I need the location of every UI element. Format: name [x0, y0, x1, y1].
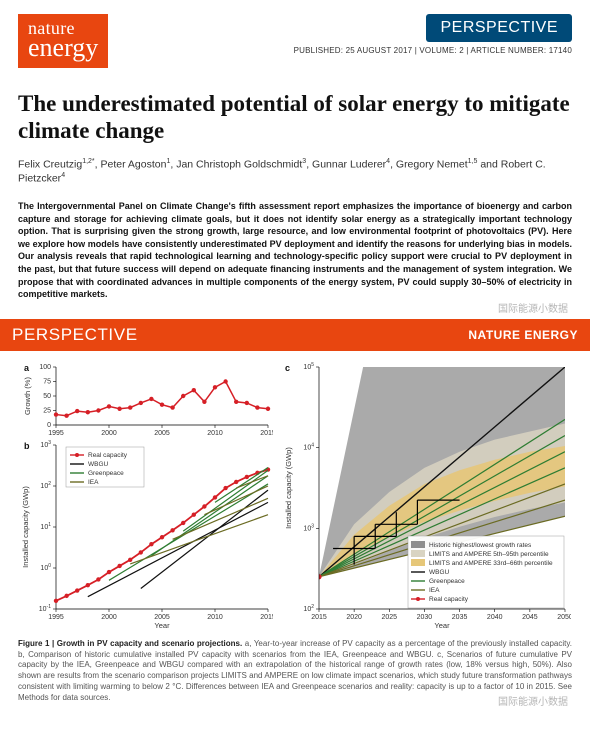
svg-text:2050: 2050 — [557, 614, 571, 621]
svg-text:2015: 2015 — [311, 614, 327, 621]
panel-b-chart: b 10-1 100 101 102 103 1995 2000 2005 2010 2015 Yea… — [18, 437, 273, 629]
svg-text:2015: 2015 — [260, 614, 273, 621]
svg-text:a: a — [24, 363, 30, 373]
svg-text:2015: 2015 — [260, 430, 273, 437]
article-type-badge: PERSPECTIVE — [426, 14, 572, 42]
svg-text:Greenpeace: Greenpeace — [88, 470, 124, 477]
svg-text:75: 75 — [43, 378, 51, 385]
abstract: The Intergovernmental Panel on Climate C… — [18, 200, 572, 301]
svg-text:100: 100 — [39, 364, 51, 371]
band-right: NATURE ENERGY — [468, 328, 578, 342]
svg-text:LIMITS and AMPERE 33rd–66th pe: LIMITS and AMPERE 33rd–66th percentile — [429, 560, 553, 567]
band-left: PERSPECTIVE — [12, 325, 138, 345]
svg-text:104: 104 — [303, 443, 314, 452]
panel-a-chart: a 0 25 50 75 100 1995 2000 2005 2010 2015 Growth (%… — [18, 359, 273, 437]
svg-text:25: 25 — [43, 407, 51, 414]
svg-text:Installed capacity (GWp): Installed capacity (GWp) — [21, 486, 30, 568]
svg-text:2035: 2035 — [452, 614, 468, 621]
author-list: Felix Creutzig1,2*, Peter Agoston1, Jan … — [18, 157, 572, 186]
svg-text:Historic highest/lowest growth: Historic highest/lowest growth rates — [429, 542, 532, 549]
svg-text:2000: 2000 — [101, 614, 117, 621]
svg-text:2005: 2005 — [154, 614, 170, 621]
svg-text:c: c — [285, 363, 290, 373]
svg-text:b: b — [24, 441, 30, 451]
svg-text:2000: 2000 — [101, 430, 117, 437]
svg-text:1995: 1995 — [48, 614, 64, 621]
article-title: The underestimated potential of solar en… — [18, 90, 572, 145]
svg-text:2005: 2005 — [154, 430, 170, 437]
svg-text:Installed capacity (GWp): Installed capacity (GWp) — [284, 447, 293, 529]
section-band: PERSPECTIVE NATURE ENERGY — [0, 319, 590, 351]
svg-text:Real capacity: Real capacity — [429, 596, 469, 603]
figure-caption: Figure 1 | Growth in PV capacity and sce… — [18, 639, 572, 704]
svg-text:WBGU: WBGU — [429, 569, 450, 576]
svg-text:2010: 2010 — [207, 614, 223, 621]
svg-text:10-1: 10-1 — [39, 604, 51, 613]
svg-text:102: 102 — [303, 604, 314, 613]
svg-text:Greenpeace: Greenpeace — [429, 578, 465, 585]
logo-line2: energy — [28, 36, 98, 59]
svg-text:0: 0 — [47, 422, 51, 429]
svg-text:Year: Year — [434, 621, 450, 629]
svg-text:2030: 2030 — [417, 614, 433, 621]
svg-text:IEA: IEA — [429, 587, 440, 594]
figure-1: a 0 25 50 75 100 1995 2000 2005 2010 2015 Growth (%… — [18, 359, 572, 629]
svg-text:100: 100 — [40, 563, 51, 572]
svg-text:WBGU: WBGU — [88, 461, 109, 468]
publication-info: PUBLISHED: 25 AUGUST 2017 | VOLUME: 2 | … — [294, 46, 572, 55]
svg-text:1995: 1995 — [48, 430, 64, 437]
svg-text:2045: 2045 — [522, 614, 538, 621]
svg-text:Growth (%): Growth (%) — [23, 376, 32, 414]
svg-text:2010: 2010 — [207, 430, 223, 437]
svg-text:50: 50 — [43, 393, 51, 400]
journal-logo: nature energy — [18, 14, 108, 68]
svg-text:103: 103 — [40, 440, 51, 449]
svg-text:103: 103 — [303, 523, 314, 532]
svg-text:101: 101 — [40, 522, 51, 531]
svg-text:105: 105 — [303, 362, 314, 371]
svg-text:2025: 2025 — [381, 614, 397, 621]
panel-c-chart: c 102 103 104 105 2015 2020 2025 2030 2035 2040 204… — [279, 359, 571, 629]
svg-text:Year: Year — [154, 621, 170, 629]
svg-text:Real capacity: Real capacity — [88, 452, 128, 459]
svg-text:IEA: IEA — [88, 479, 99, 486]
svg-text:2040: 2040 — [487, 614, 503, 621]
svg-text:LIMITS and AMPERE 5th–95th per: LIMITS and AMPERE 5th–95th percentile — [429, 551, 549, 558]
svg-text:102: 102 — [40, 481, 51, 490]
watermark: 国际能源小数据 — [498, 693, 568, 708]
watermark: 国际能源小数据 — [498, 300, 568, 315]
svg-text:2020: 2020 — [346, 614, 362, 621]
